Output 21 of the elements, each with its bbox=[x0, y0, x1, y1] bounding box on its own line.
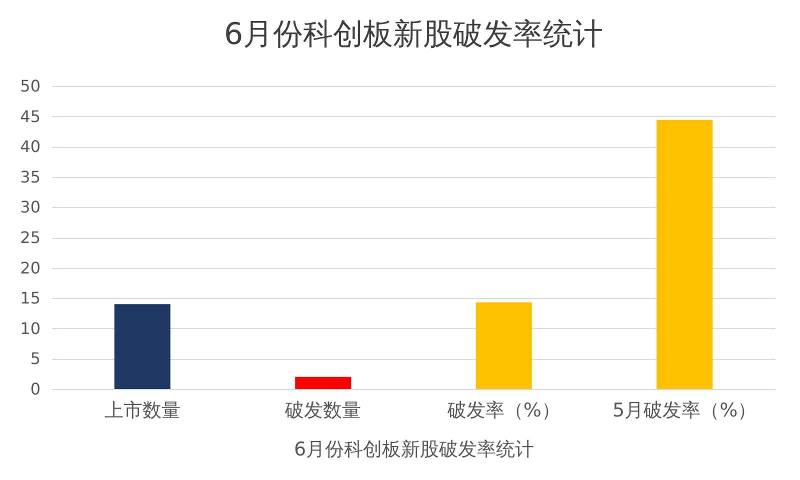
y-tick-label: 30 bbox=[20, 198, 40, 217]
x-tick-label: 破发数量 bbox=[284, 400, 362, 422]
bar bbox=[295, 376, 352, 389]
y-tick-label: 45 bbox=[20, 106, 40, 126]
y-tick-label: 35 bbox=[20, 167, 40, 186]
x-axis-title: 6月份科创板新股破发率统计 bbox=[294, 438, 534, 460]
y-tick-label: 25 bbox=[20, 228, 40, 247]
bar bbox=[114, 304, 170, 389]
bar bbox=[476, 302, 532, 389]
y-tick-label: 15 bbox=[20, 288, 40, 308]
y-tick-label: 50 bbox=[20, 76, 40, 96]
y-tick-label: 5 bbox=[30, 349, 40, 368]
bar bbox=[656, 120, 713, 389]
y-tick-label: 20 bbox=[20, 258, 40, 278]
x-tick-label: 上市数量 bbox=[104, 400, 180, 422]
y-tick-label: 0 bbox=[30, 380, 40, 398]
chart-title: 6月份科创板新股破发率统计 bbox=[224, 17, 604, 52]
x-tick-label: 破发率（%） bbox=[446, 400, 560, 422]
x-tick-label: 5月破发率（%） bbox=[612, 400, 757, 422]
y-tick-label: 40 bbox=[20, 137, 40, 156]
y-tick-label: 10 bbox=[20, 318, 40, 338]
